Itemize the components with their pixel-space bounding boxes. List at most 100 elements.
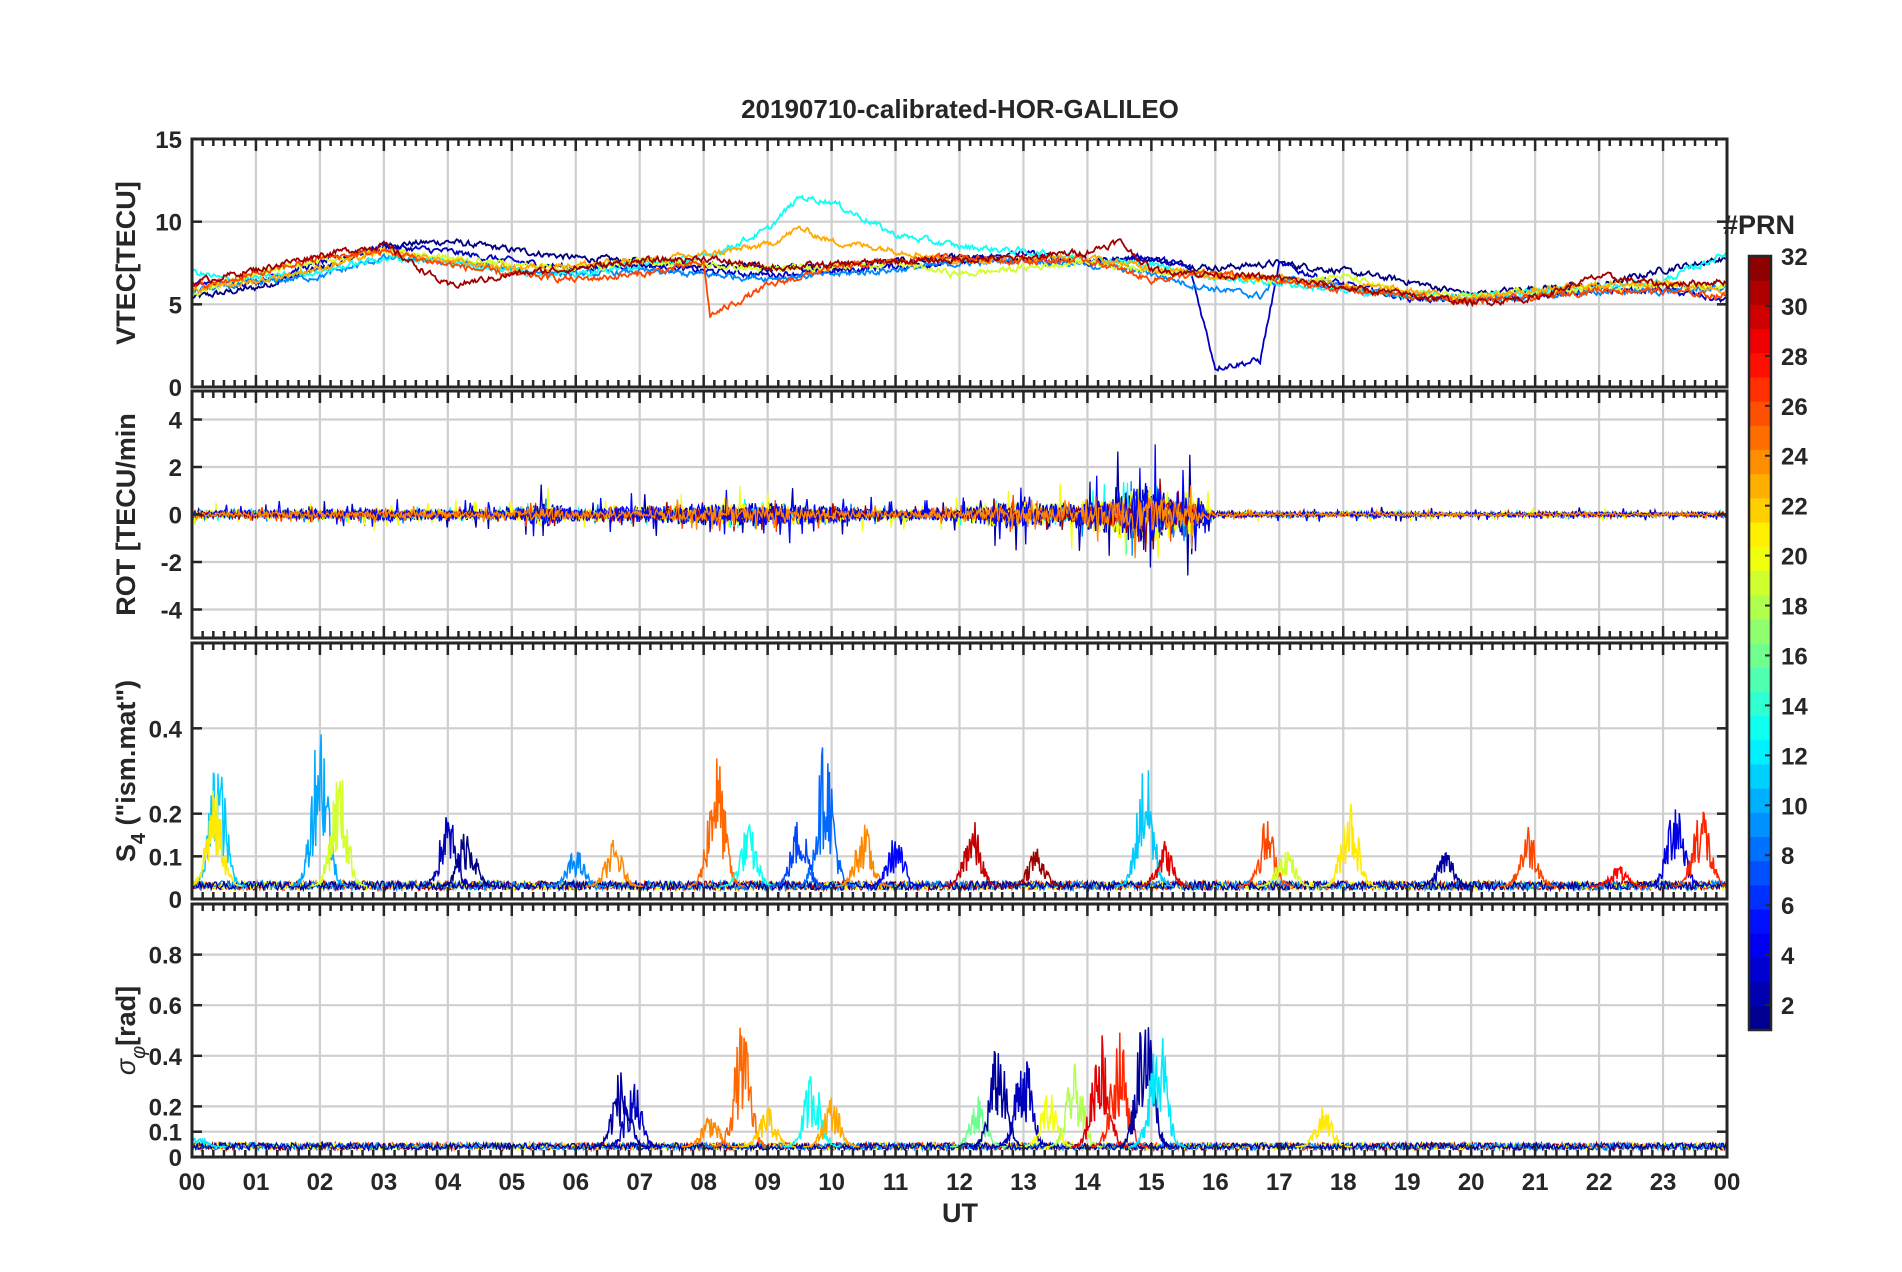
spike-19 (1237, 821, 1295, 887)
y-tick-label: 0 (169, 503, 182, 530)
x-tick-label: 18 (1330, 1169, 1357, 1196)
y-tick-label: 2 (169, 455, 182, 482)
colorbar-tick-label: 18 (1781, 594, 1808, 621)
colorbar-tick-label: 12 (1781, 743, 1808, 770)
spike-15 (1090, 1032, 1148, 1148)
x-tick-label: 09 (754, 1169, 781, 1196)
colorbar-segment (1749, 546, 1771, 571)
colorbar-segment (1749, 1005, 1771, 1031)
colorbar-segment (1749, 933, 1771, 958)
colorbar-segment (1749, 256, 1771, 281)
spike-6 (438, 833, 496, 888)
x-tick-label: 02 (307, 1169, 334, 1196)
colorbar-segment (1749, 763, 1771, 789)
spike-15 (943, 822, 1001, 887)
plot-area (192, 194, 1727, 372)
x-ticks (190, 139, 1729, 387)
colorbar-segment (1749, 788, 1771, 813)
colorbar-segment (1749, 449, 1771, 475)
colorbar-segment (1749, 691, 1771, 717)
spike-13 (1045, 1063, 1103, 1148)
spike-4 (310, 780, 368, 887)
colorbar-frame (1747, 254, 1773, 1032)
colorbar-segment (1749, 739, 1771, 765)
plot-area (192, 444, 1727, 576)
x-tick-label: 00 (1714, 1169, 1741, 1196)
colorbar-segment (1749, 909, 1771, 934)
colorbar-segment (1749, 643, 1771, 668)
y-tick-label: 0 (169, 1145, 182, 1172)
spike-21 (1320, 803, 1378, 887)
colorbar-tick-label: 32 (1781, 244, 1808, 271)
x-tick-label: 01 (243, 1169, 270, 1196)
spike-8 (585, 839, 643, 888)
spike-14 (866, 840, 924, 887)
chart-title: 20190710-calibrated-HOR-GALILEO (741, 94, 1179, 124)
colorbar-tick-label: 14 (1781, 693, 1808, 720)
spike-6 (738, 1107, 796, 1148)
x-tick-labels: 00 01 02 03 04 05 06 07 08 09 10 11 12 13 14 15 16 17 18 19… (179, 1169, 1741, 1196)
spike-17 (1129, 1038, 1186, 1148)
y-tick-label: 0.1 (149, 1120, 182, 1147)
colorbar-tick-label: 4 (1781, 943, 1795, 970)
panel-4: 00.10.2 0.4 0.6 0.8 σφ[rad] (111, 902, 1729, 1172)
y-tick-label: 0.4 (149, 1044, 183, 1071)
x-tick-label: 23 (1650, 1169, 1677, 1196)
spike-2 (192, 790, 243, 887)
colorbar-segment (1749, 618, 1771, 644)
y-tick-label: 0.2 (149, 802, 182, 829)
spike-10 (969, 1050, 1027, 1148)
x-tick-label: 14 (1074, 1169, 1101, 1196)
x-tick-label: 10 (818, 1169, 845, 1196)
x-tick-label: 21 (1522, 1169, 1549, 1196)
spike-17 (1116, 770, 1173, 887)
x-tick-label: 19 (1394, 1169, 1421, 1196)
grid (192, 139, 1727, 387)
spike-16 (1116, 1027, 1174, 1149)
panel-1: 0 5 10 15 VTEC[TECU] (111, 127, 1729, 402)
spike-1 (192, 1136, 227, 1148)
x-tick-label: 05 (498, 1169, 525, 1196)
x-tick-label: 17 (1266, 1169, 1293, 1196)
panel-2: -4 -2 0 2 4 ROT [TECU/min (111, 389, 1729, 640)
grid (192, 904, 1727, 1157)
spike-4 (681, 1116, 739, 1148)
spike-5 (419, 817, 477, 887)
colorbar-segment (1749, 715, 1771, 741)
y-tick-label: 5 (169, 292, 182, 319)
x-tick-label: 06 (562, 1169, 589, 1196)
spike-5 (713, 1027, 771, 1148)
y-axis-label: VTEC[TECU] (111, 181, 141, 345)
colorbar-segment (1749, 401, 1771, 426)
colorbar-segment (1749, 594, 1771, 620)
x-tick-label: 12 (946, 1169, 973, 1196)
colorbar-segment (1749, 473, 1771, 499)
spike-13 (834, 824, 892, 887)
colorbar-tick-label: 10 (1781, 793, 1808, 820)
x-ticks (190, 391, 1729, 638)
spike-3 (291, 734, 349, 887)
x-tick-label: 15 (1138, 1169, 1165, 1196)
colorbar-segment (1749, 812, 1771, 837)
y-tick-label: 0 (169, 375, 182, 402)
colorbar-tick-label: 30 (1781, 294, 1808, 321)
y-tick-label: -2 (161, 550, 182, 577)
spike-22 (1416, 851, 1474, 888)
spike-14 (1071, 1035, 1129, 1148)
spike-9 (687, 758, 745, 887)
y-axis-label: σφ[rad] (111, 986, 150, 1075)
spike-2 (591, 1072, 650, 1148)
colorbar-segment (1749, 884, 1771, 910)
colorbar-tick-label: 20 (1781, 544, 1808, 571)
colorbar-segment (1749, 981, 1771, 1007)
colorbar-tick-label: 22 (1781, 494, 1808, 521)
colorbar-segment (1749, 836, 1771, 862)
spike-23 (1499, 826, 1557, 887)
spike-16 (1007, 848, 1065, 887)
x-tick-label: 07 (626, 1169, 653, 1196)
spike-18 (1135, 841, 1193, 888)
colorbar-segment (1749, 425, 1771, 450)
colorbar-tick-label: 8 (1781, 843, 1794, 870)
spike-8 (802, 1097, 860, 1148)
y-tick-label: 10 (155, 210, 182, 237)
